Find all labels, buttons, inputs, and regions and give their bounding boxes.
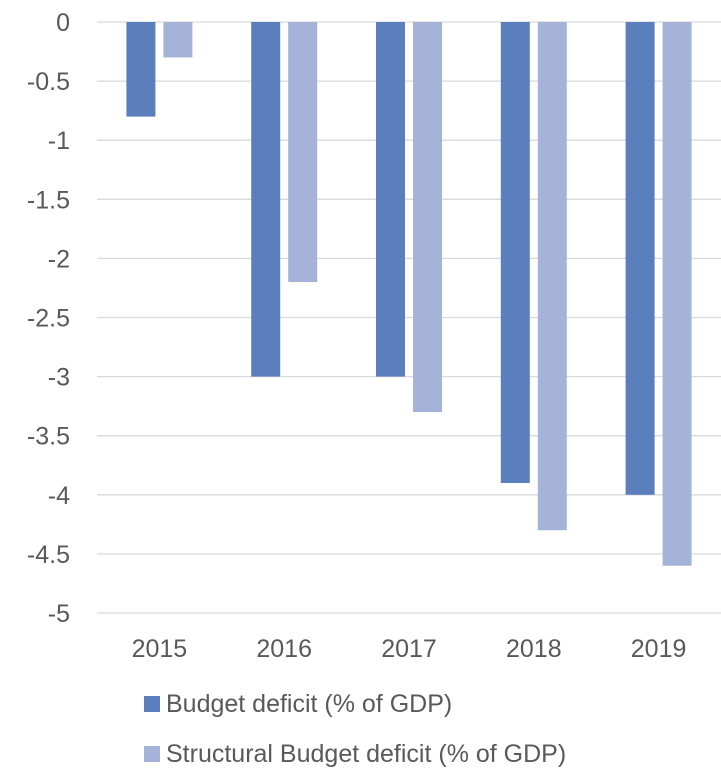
x-axis-ticks: 2015 2016 2017 2018 2019 [132, 635, 687, 663]
legend-swatch-budget-deficit [144, 696, 160, 712]
bar-budget-deficit-2017 [376, 22, 405, 377]
bar-structural-budget-deficit-2016 [288, 22, 318, 283]
bar-structural-budget-deficit-2019 [662, 22, 692, 566]
x-tick-label: 2015 [132, 635, 188, 663]
y-tick-label: -3 [48, 364, 70, 392]
y-tick-label: -0.5 [27, 68, 70, 96]
y-tick-label: -1 [48, 127, 70, 155]
y-tick-label: -4.5 [27, 541, 70, 569]
bar-structural-budget-deficit-2018 [537, 22, 567, 531]
bar-budget-deficit-2016 [251, 22, 281, 377]
legend-item-structural-budget-deficit: Structural Budget deficit (% of GDP) [144, 734, 566, 774]
bar-budget-deficit-2018 [500, 22, 530, 483]
x-tick-label: 2016 [256, 635, 312, 663]
bars [126, 22, 692, 566]
bar-structural-budget-deficit-2017 [413, 22, 442, 413]
y-tick-label: -3.5 [27, 423, 70, 451]
legend-label-structural-budget-deficit: Structural Budget deficit (% of GDP) [166, 739, 567, 768]
x-tick-label: 2017 [381, 635, 437, 663]
y-tick-label: -2 [48, 245, 70, 273]
bar-structural-budget-deficit-2015 [163, 22, 193, 58]
bar-budget-deficit-2015 [126, 22, 156, 117]
gridlines [97, 21, 721, 614]
legend-item-budget-deficit: Budget deficit (% of GDP) [144, 684, 566, 724]
y-tick-label: -4 [48, 482, 70, 510]
legend-swatch-structural-budget-deficit [144, 746, 160, 762]
y-tick-label: -1.5 [27, 186, 70, 214]
chart-legend: Budget deficit (% of GDP) Structural Bud… [144, 684, 566, 784]
bar-budget-deficit-2019 [625, 22, 655, 495]
y-tick-label: 0 [56, 9, 70, 37]
y-tick-label: -2.5 [27, 305, 70, 333]
x-tick-label: 2019 [631, 635, 687, 663]
legend-label-budget-deficit: Budget deficit (% of GDP) [166, 689, 453, 718]
y-tick-label: -5 [48, 600, 70, 628]
x-tick-label: 2018 [506, 635, 562, 663]
y-axis-ticks: 0 -0.5 -1 -1.5 -2 -2.5 -3 -3.5 -4 -4.5 -5 [27, 9, 70, 628]
